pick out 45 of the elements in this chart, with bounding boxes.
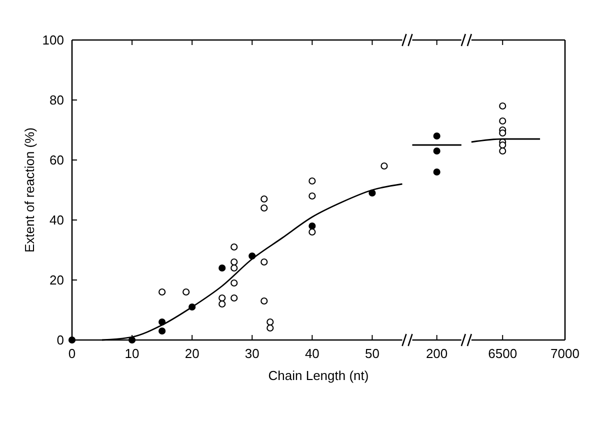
point <box>499 117 506 125</box>
x-tick-label: 6500 <box>488 346 518 361</box>
x-tick-label: 40 <box>304 346 320 361</box>
point <box>218 300 226 308</box>
point <box>499 129 506 137</box>
point <box>182 288 190 296</box>
point <box>499 141 506 149</box>
y-tick-label: 20 <box>50 272 64 288</box>
x-tick-label: 0 <box>68 346 76 361</box>
point <box>158 327 166 335</box>
point <box>260 195 268 203</box>
y-tick-label: 80 <box>50 92 64 108</box>
point <box>218 294 226 302</box>
point <box>260 258 268 266</box>
point <box>266 318 274 326</box>
x-tick-label: 30 <box>244 346 260 361</box>
point <box>218 264 226 272</box>
point <box>499 102 506 110</box>
x-tick-label: 50 <box>364 346 380 361</box>
point <box>230 258 238 266</box>
point <box>230 294 238 302</box>
x-tick-label: 200 <box>426 346 448 361</box>
point <box>230 243 238 251</box>
x-tick-label: 10 <box>124 346 140 361</box>
point <box>380 162 388 170</box>
y-tick-label: 60 <box>50 152 64 168</box>
point <box>260 297 268 305</box>
point <box>158 288 166 296</box>
y-tick-label: 0 <box>56 332 64 348</box>
point <box>308 192 316 200</box>
y-tick-label: 40 <box>50 212 64 228</box>
point <box>308 177 316 185</box>
x-tick-label: 7000 <box>550 346 580 361</box>
y-tick-label: 100 <box>42 32 64 48</box>
point <box>230 264 238 272</box>
point <box>266 324 274 332</box>
point <box>308 228 316 236</box>
point <box>260 204 268 212</box>
x-tick-label: 20 <box>184 346 200 361</box>
point <box>68 336 76 344</box>
point <box>230 279 238 287</box>
y-axis-title: Extent of reaction (%) <box>22 128 37 252</box>
point <box>499 147 506 155</box>
x-axis-title: Chain Length (nt) <box>268 368 369 383</box>
point <box>308 222 316 230</box>
